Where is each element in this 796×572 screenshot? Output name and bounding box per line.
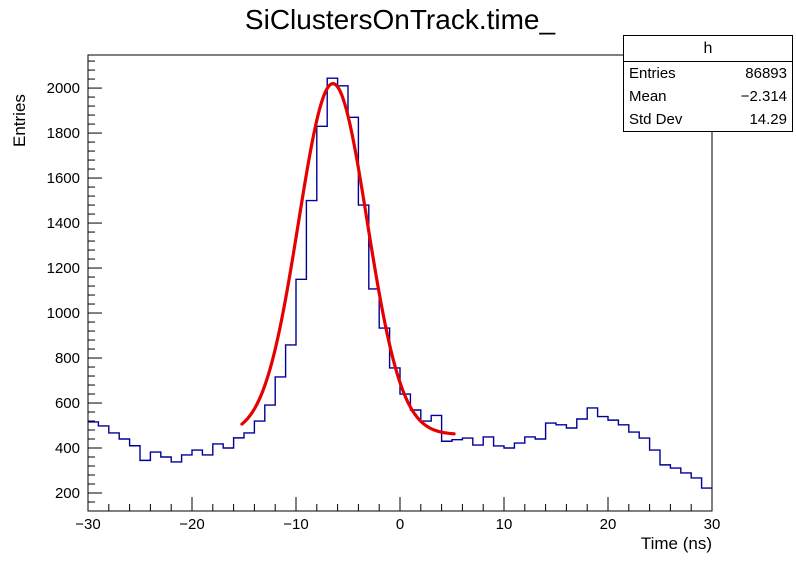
svg-text:400: 400	[55, 440, 80, 457]
svg-text:800: 800	[55, 350, 80, 367]
stats-box: h Entries 86893 Mean −2.314 Std Dev 14.2…	[623, 35, 793, 132]
stats-row-mean: Mean −2.314	[624, 85, 792, 108]
svg-text:30: 30	[704, 516, 721, 533]
svg-text:1800: 1800	[47, 125, 80, 142]
svg-text:1600: 1600	[47, 170, 80, 187]
stats-label-stddev: Std Dev	[629, 111, 683, 128]
plot-frame	[87, 54, 713, 512]
svg-text:200: 200	[55, 485, 80, 502]
stats-value-mean: −2.314	[740, 88, 787, 105]
stats-label-mean: Mean	[629, 88, 667, 105]
stats-value-entries: 86893	[745, 65, 787, 82]
x-axis-title: Time (ns)	[640, 534, 712, 553]
svg-text:1200: 1200	[47, 260, 80, 277]
svg-text:0: 0	[396, 516, 404, 533]
svg-text:−10: −10	[283, 516, 308, 533]
stats-box-title: h	[624, 36, 792, 62]
svg-text:20: 20	[600, 516, 617, 533]
x-axis-tick-labels: −30 −20 −10 0 10 20 30	[75, 516, 720, 533]
x-axis-ticks	[87, 497, 713, 511]
y-axis-tick-labels: 200 400 600 800 1000 1200 1400 1600 1800 2000	[47, 80, 80, 502]
y-axis-title: Entries	[10, 94, 29, 147]
plot-title: SiClustersOnTrack.time_	[244, 4, 556, 35]
svg-text:600: 600	[55, 395, 80, 412]
histogram-line	[88, 77, 712, 489]
stats-row-stddev: Std Dev 14.29	[624, 108, 792, 131]
y-axis-ticks	[88, 60, 102, 512]
svg-text:2000: 2000	[47, 80, 80, 97]
stats-row-entries: Entries 86893	[624, 62, 792, 85]
stats-value-stddev: 14.29	[749, 111, 787, 128]
svg-text:1400: 1400	[47, 215, 80, 232]
fit-curve	[240, 82, 456, 436]
stats-label-entries: Entries	[629, 65, 676, 82]
svg-text:−20: −20	[179, 516, 204, 533]
svg-text:10: 10	[496, 516, 513, 533]
svg-text:−30: −30	[75, 516, 100, 533]
svg-text:1000: 1000	[47, 305, 80, 322]
